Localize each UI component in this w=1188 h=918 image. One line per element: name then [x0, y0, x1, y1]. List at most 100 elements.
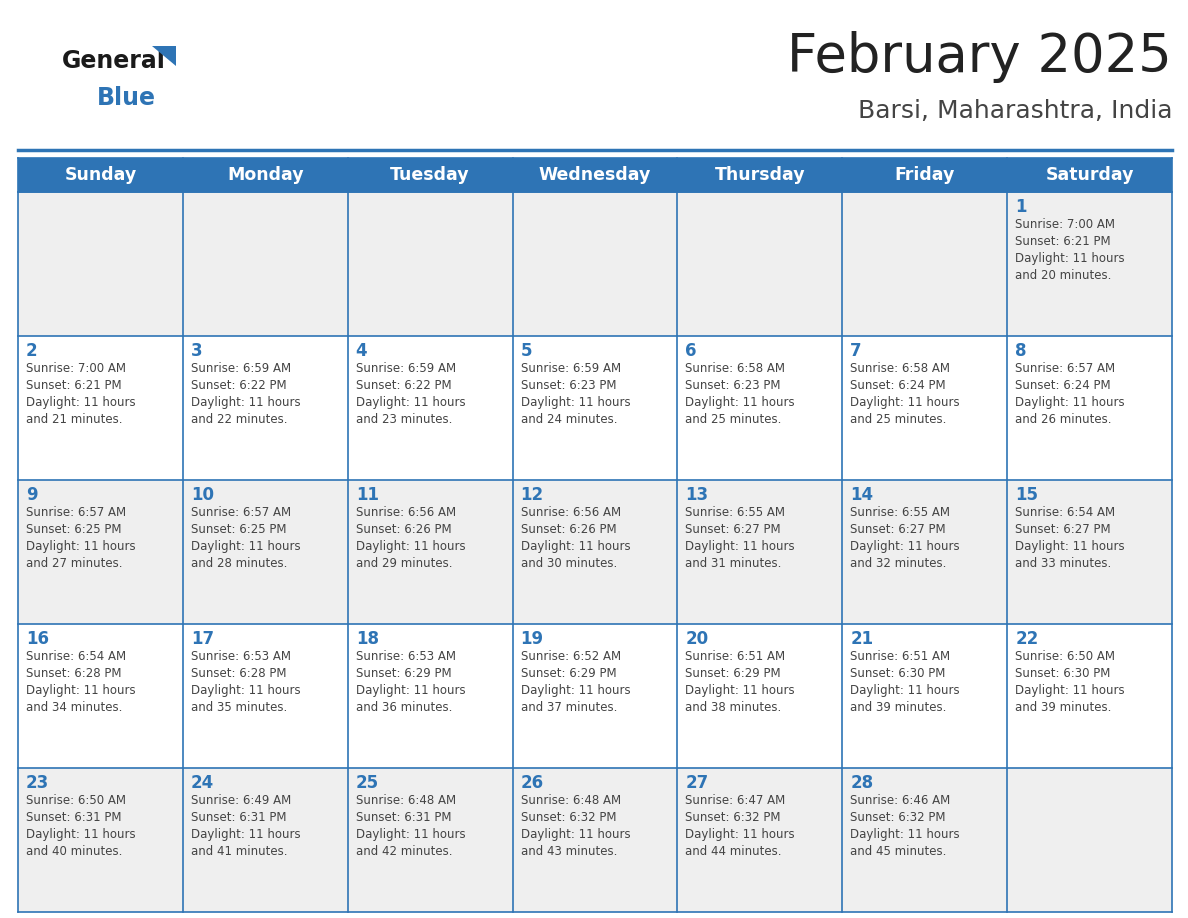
Bar [18, 768, 183, 912]
Text: Daylight: 11 hours: Daylight: 11 hours [851, 684, 960, 697]
Text: Sunset: 6:23 PM: Sunset: 6:23 PM [520, 379, 617, 392]
Text: February 2025: February 2025 [788, 31, 1173, 83]
Text: and 34 minutes.: and 34 minutes. [26, 701, 122, 714]
Text: Sunset: 6:27 PM: Sunset: 6:27 PM [1015, 523, 1111, 536]
Bar [677, 768, 842, 912]
Text: and 35 minutes.: and 35 minutes. [191, 701, 287, 714]
Bar [183, 624, 348, 768]
Text: Sunrise: 6:56 AM: Sunrise: 6:56 AM [520, 506, 620, 519]
Text: 26: 26 [520, 774, 544, 792]
Bar [183, 336, 348, 480]
Text: Daylight: 11 hours: Daylight: 11 hours [685, 684, 795, 697]
Bar [677, 336, 842, 480]
Text: Sunrise: 6:59 AM: Sunrise: 6:59 AM [520, 362, 620, 375]
Bar [348, 336, 512, 480]
Text: 11: 11 [355, 486, 379, 504]
Bar [842, 768, 1007, 912]
Text: and 36 minutes.: and 36 minutes. [355, 701, 453, 714]
Text: Sunrise: 6:58 AM: Sunrise: 6:58 AM [851, 362, 950, 375]
Text: Daylight: 11 hours: Daylight: 11 hours [685, 828, 795, 841]
Text: General: General [62, 49, 166, 73]
Text: and 24 minutes.: and 24 minutes. [520, 413, 617, 426]
Polygon shape [152, 46, 176, 66]
Text: and 21 minutes.: and 21 minutes. [26, 413, 122, 426]
Bar [348, 480, 512, 624]
Bar [18, 158, 1173, 192]
Text: 22: 22 [1015, 630, 1038, 648]
Text: Daylight: 11 hours: Daylight: 11 hours [1015, 252, 1125, 265]
Text: and 39 minutes.: and 39 minutes. [1015, 701, 1112, 714]
Text: 18: 18 [355, 630, 379, 648]
Text: and 31 minutes.: and 31 minutes. [685, 557, 782, 570]
Text: Sunset: 6:30 PM: Sunset: 6:30 PM [1015, 667, 1111, 680]
Bar [512, 480, 677, 624]
Text: Sunset: 6:22 PM: Sunset: 6:22 PM [191, 379, 286, 392]
Bar [512, 192, 677, 336]
Text: and 28 minutes.: and 28 minutes. [191, 557, 287, 570]
Text: 14: 14 [851, 486, 873, 504]
Bar [348, 768, 512, 912]
Text: Daylight: 11 hours: Daylight: 11 hours [191, 684, 301, 697]
Text: Sunrise: 6:46 AM: Sunrise: 6:46 AM [851, 794, 950, 807]
Text: Daylight: 11 hours: Daylight: 11 hours [26, 540, 135, 553]
Text: 27: 27 [685, 774, 709, 792]
Text: 8: 8 [1015, 342, 1026, 360]
Text: 5: 5 [520, 342, 532, 360]
Text: Barsi, Maharashtra, India: Barsi, Maharashtra, India [858, 99, 1173, 123]
Text: Wednesday: Wednesday [539, 166, 651, 184]
Text: Sunrise: 6:56 AM: Sunrise: 6:56 AM [355, 506, 456, 519]
Text: Tuesday: Tuesday [391, 166, 470, 184]
Text: 1: 1 [1015, 198, 1026, 216]
Text: 19: 19 [520, 630, 544, 648]
Text: Saturday: Saturday [1045, 166, 1133, 184]
Bar [677, 192, 842, 336]
Bar [18, 480, 183, 624]
Text: Blue: Blue [97, 86, 156, 110]
Text: Sunset: 6:25 PM: Sunset: 6:25 PM [26, 523, 121, 536]
Text: and 22 minutes.: and 22 minutes. [191, 413, 287, 426]
Text: Daylight: 11 hours: Daylight: 11 hours [851, 828, 960, 841]
Text: 24: 24 [191, 774, 214, 792]
Text: Sunset: 6:32 PM: Sunset: 6:32 PM [851, 811, 946, 824]
Text: and 39 minutes.: and 39 minutes. [851, 701, 947, 714]
Text: Daylight: 11 hours: Daylight: 11 hours [520, 684, 630, 697]
Text: 23: 23 [26, 774, 49, 792]
Text: 15: 15 [1015, 486, 1038, 504]
Text: Sunrise: 6:55 AM: Sunrise: 6:55 AM [851, 506, 950, 519]
Text: Sunrise: 6:48 AM: Sunrise: 6:48 AM [520, 794, 620, 807]
Bar [348, 624, 512, 768]
Text: Sunrise: 6:50 AM: Sunrise: 6:50 AM [26, 794, 126, 807]
Text: and 29 minutes.: and 29 minutes. [355, 557, 453, 570]
Text: and 45 minutes.: and 45 minutes. [851, 845, 947, 858]
Text: and 33 minutes.: and 33 minutes. [1015, 557, 1112, 570]
Text: and 40 minutes.: and 40 minutes. [26, 845, 122, 858]
Text: and 26 minutes.: and 26 minutes. [1015, 413, 1112, 426]
Bar [18, 192, 183, 336]
Text: 25: 25 [355, 774, 379, 792]
Text: Daylight: 11 hours: Daylight: 11 hours [355, 684, 466, 697]
Text: Sunrise: 6:55 AM: Sunrise: 6:55 AM [685, 506, 785, 519]
Bar [842, 192, 1007, 336]
Text: Sunrise: 6:57 AM: Sunrise: 6:57 AM [191, 506, 291, 519]
Text: Sunset: 6:29 PM: Sunset: 6:29 PM [355, 667, 451, 680]
Text: and 38 minutes.: and 38 minutes. [685, 701, 782, 714]
Text: Sunset: 6:29 PM: Sunset: 6:29 PM [520, 667, 617, 680]
Bar [18, 336, 183, 480]
Bar [1007, 480, 1173, 624]
Text: Sunset: 6:32 PM: Sunset: 6:32 PM [520, 811, 617, 824]
Text: 20: 20 [685, 630, 708, 648]
Text: Sunrise: 6:51 AM: Sunrise: 6:51 AM [685, 650, 785, 663]
Bar [183, 768, 348, 912]
Text: 6: 6 [685, 342, 697, 360]
Text: 16: 16 [26, 630, 49, 648]
Bar [18, 624, 183, 768]
Text: and 27 minutes.: and 27 minutes. [26, 557, 122, 570]
Text: Daylight: 11 hours: Daylight: 11 hours [26, 396, 135, 409]
Bar [677, 624, 842, 768]
Text: and 23 minutes.: and 23 minutes. [355, 413, 453, 426]
Bar [512, 768, 677, 912]
Text: Sunrise: 6:54 AM: Sunrise: 6:54 AM [1015, 506, 1116, 519]
Bar [183, 480, 348, 624]
Text: Daylight: 11 hours: Daylight: 11 hours [851, 540, 960, 553]
Text: Sunrise: 6:58 AM: Sunrise: 6:58 AM [685, 362, 785, 375]
